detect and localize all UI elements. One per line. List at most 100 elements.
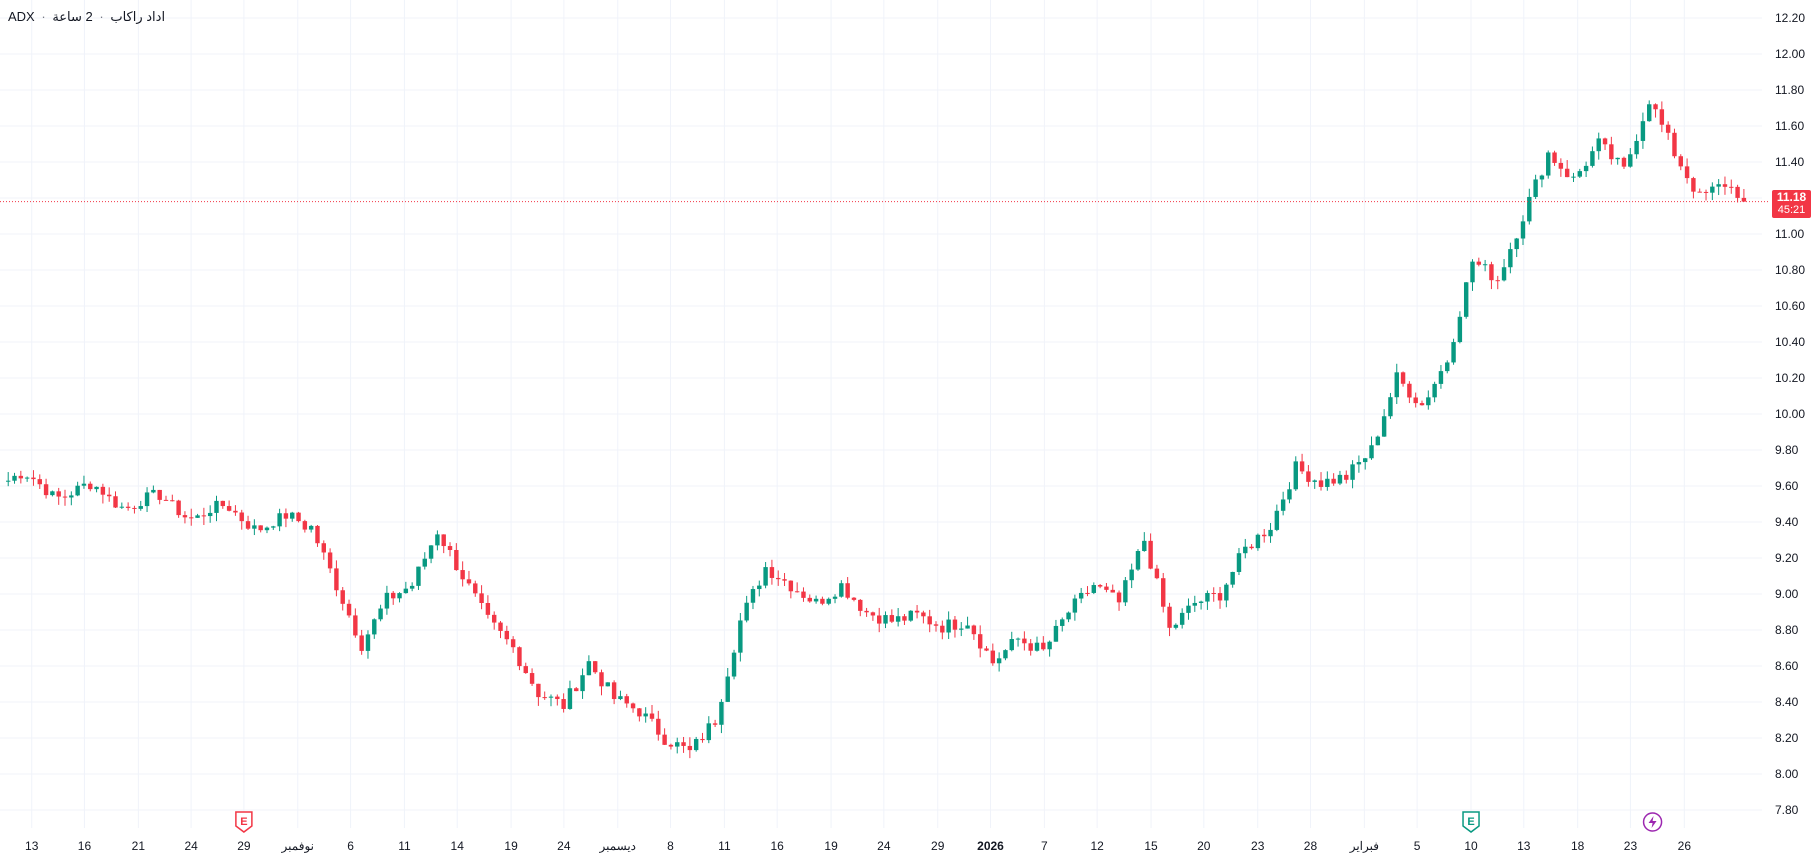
candle [1135,549,1141,571]
candle [637,708,642,722]
candle [1445,360,1450,374]
candle [624,693,629,708]
x-tick-label: ديسمبر [598,839,636,853]
earnings-label: E [240,816,247,828]
candle [1729,179,1734,194]
earnings-marker[interactable]: E [1462,811,1480,833]
candle [1716,179,1721,196]
x-tick-label: 18 [1571,839,1585,853]
candle [1217,586,1223,609]
candle [144,487,150,513]
lightning-icon [1648,816,1657,828]
candle [466,570,472,586]
candle [706,716,712,744]
candle [1123,576,1128,606]
x-tick-label: 2026 [977,839,1004,853]
candle [605,682,611,687]
y-tick-label: 9.40 [1775,515,1799,529]
candle [1735,184,1740,203]
candle [1722,176,1728,195]
candle [1280,491,1286,516]
candle [1356,455,1362,473]
candle [283,508,289,528]
candle [454,543,459,571]
candle [491,611,497,630]
candle [1078,587,1084,604]
candle [782,572,787,587]
candle [1539,174,1545,188]
candle [220,500,226,509]
candle [1116,590,1122,611]
candle [69,491,74,506]
candle [422,552,427,570]
y-tick-label: 11.60 [1775,119,1804,133]
dividend-marker[interactable] [1642,812,1663,832]
x-tick-label: 20 [1197,839,1211,853]
candle [94,486,99,493]
candle [1104,582,1109,593]
y-tick-label: 9.20 [1775,551,1799,565]
candles [6,100,1747,759]
candle [435,530,440,551]
candle [1142,532,1147,552]
candle [656,710,661,741]
candle [1527,188,1532,225]
candle [1451,338,1456,365]
x-tick-label: 12 [1090,839,1104,853]
x-tick-label: 15 [1144,839,1158,853]
candle [574,687,579,692]
candle [1659,101,1665,133]
candle [195,513,200,518]
x-tick-label: 5 [1414,839,1421,853]
candle [1161,572,1166,613]
candle [157,489,162,505]
x-tick-label: 23 [1624,839,1638,853]
x-tick-label: 16 [770,839,784,853]
candle [1173,623,1179,630]
candle [1129,563,1134,589]
candle [125,502,131,511]
candle [668,743,674,750]
candle [1060,617,1065,632]
candle [106,487,112,502]
candle [258,525,263,533]
x-tick-label: 21 [132,839,146,853]
candle [592,661,598,674]
candle [1615,157,1620,165]
candle [1413,392,1418,408]
candle [321,540,326,560]
candle [504,625,510,645]
candle [1495,275,1500,290]
candle [561,693,566,713]
candle [1609,136,1614,165]
candle [1426,390,1431,410]
candle [611,680,617,705]
candle [933,621,939,632]
candle [914,605,920,619]
candle [340,587,345,611]
y-tick-label: 10.60 [1775,299,1805,313]
candle [845,577,850,600]
candle [1628,148,1633,168]
candle [1640,112,1646,149]
y-tick-label: 8.60 [1775,659,1799,673]
candle [290,511,295,522]
candle [1388,392,1393,419]
candle [1034,636,1040,652]
candle [744,595,749,623]
x-tick-label: 11 [398,839,411,853]
candle [1552,150,1557,166]
candle [902,613,907,625]
candle [498,621,503,639]
candle [959,622,964,637]
candle [428,545,434,564]
candle [138,500,143,511]
earnings-marker[interactable]: E [235,811,253,833]
candle [189,508,194,526]
candle [719,699,724,734]
x-tick-label: 13 [25,839,39,853]
candle [864,607,869,617]
candle [1085,586,1090,597]
